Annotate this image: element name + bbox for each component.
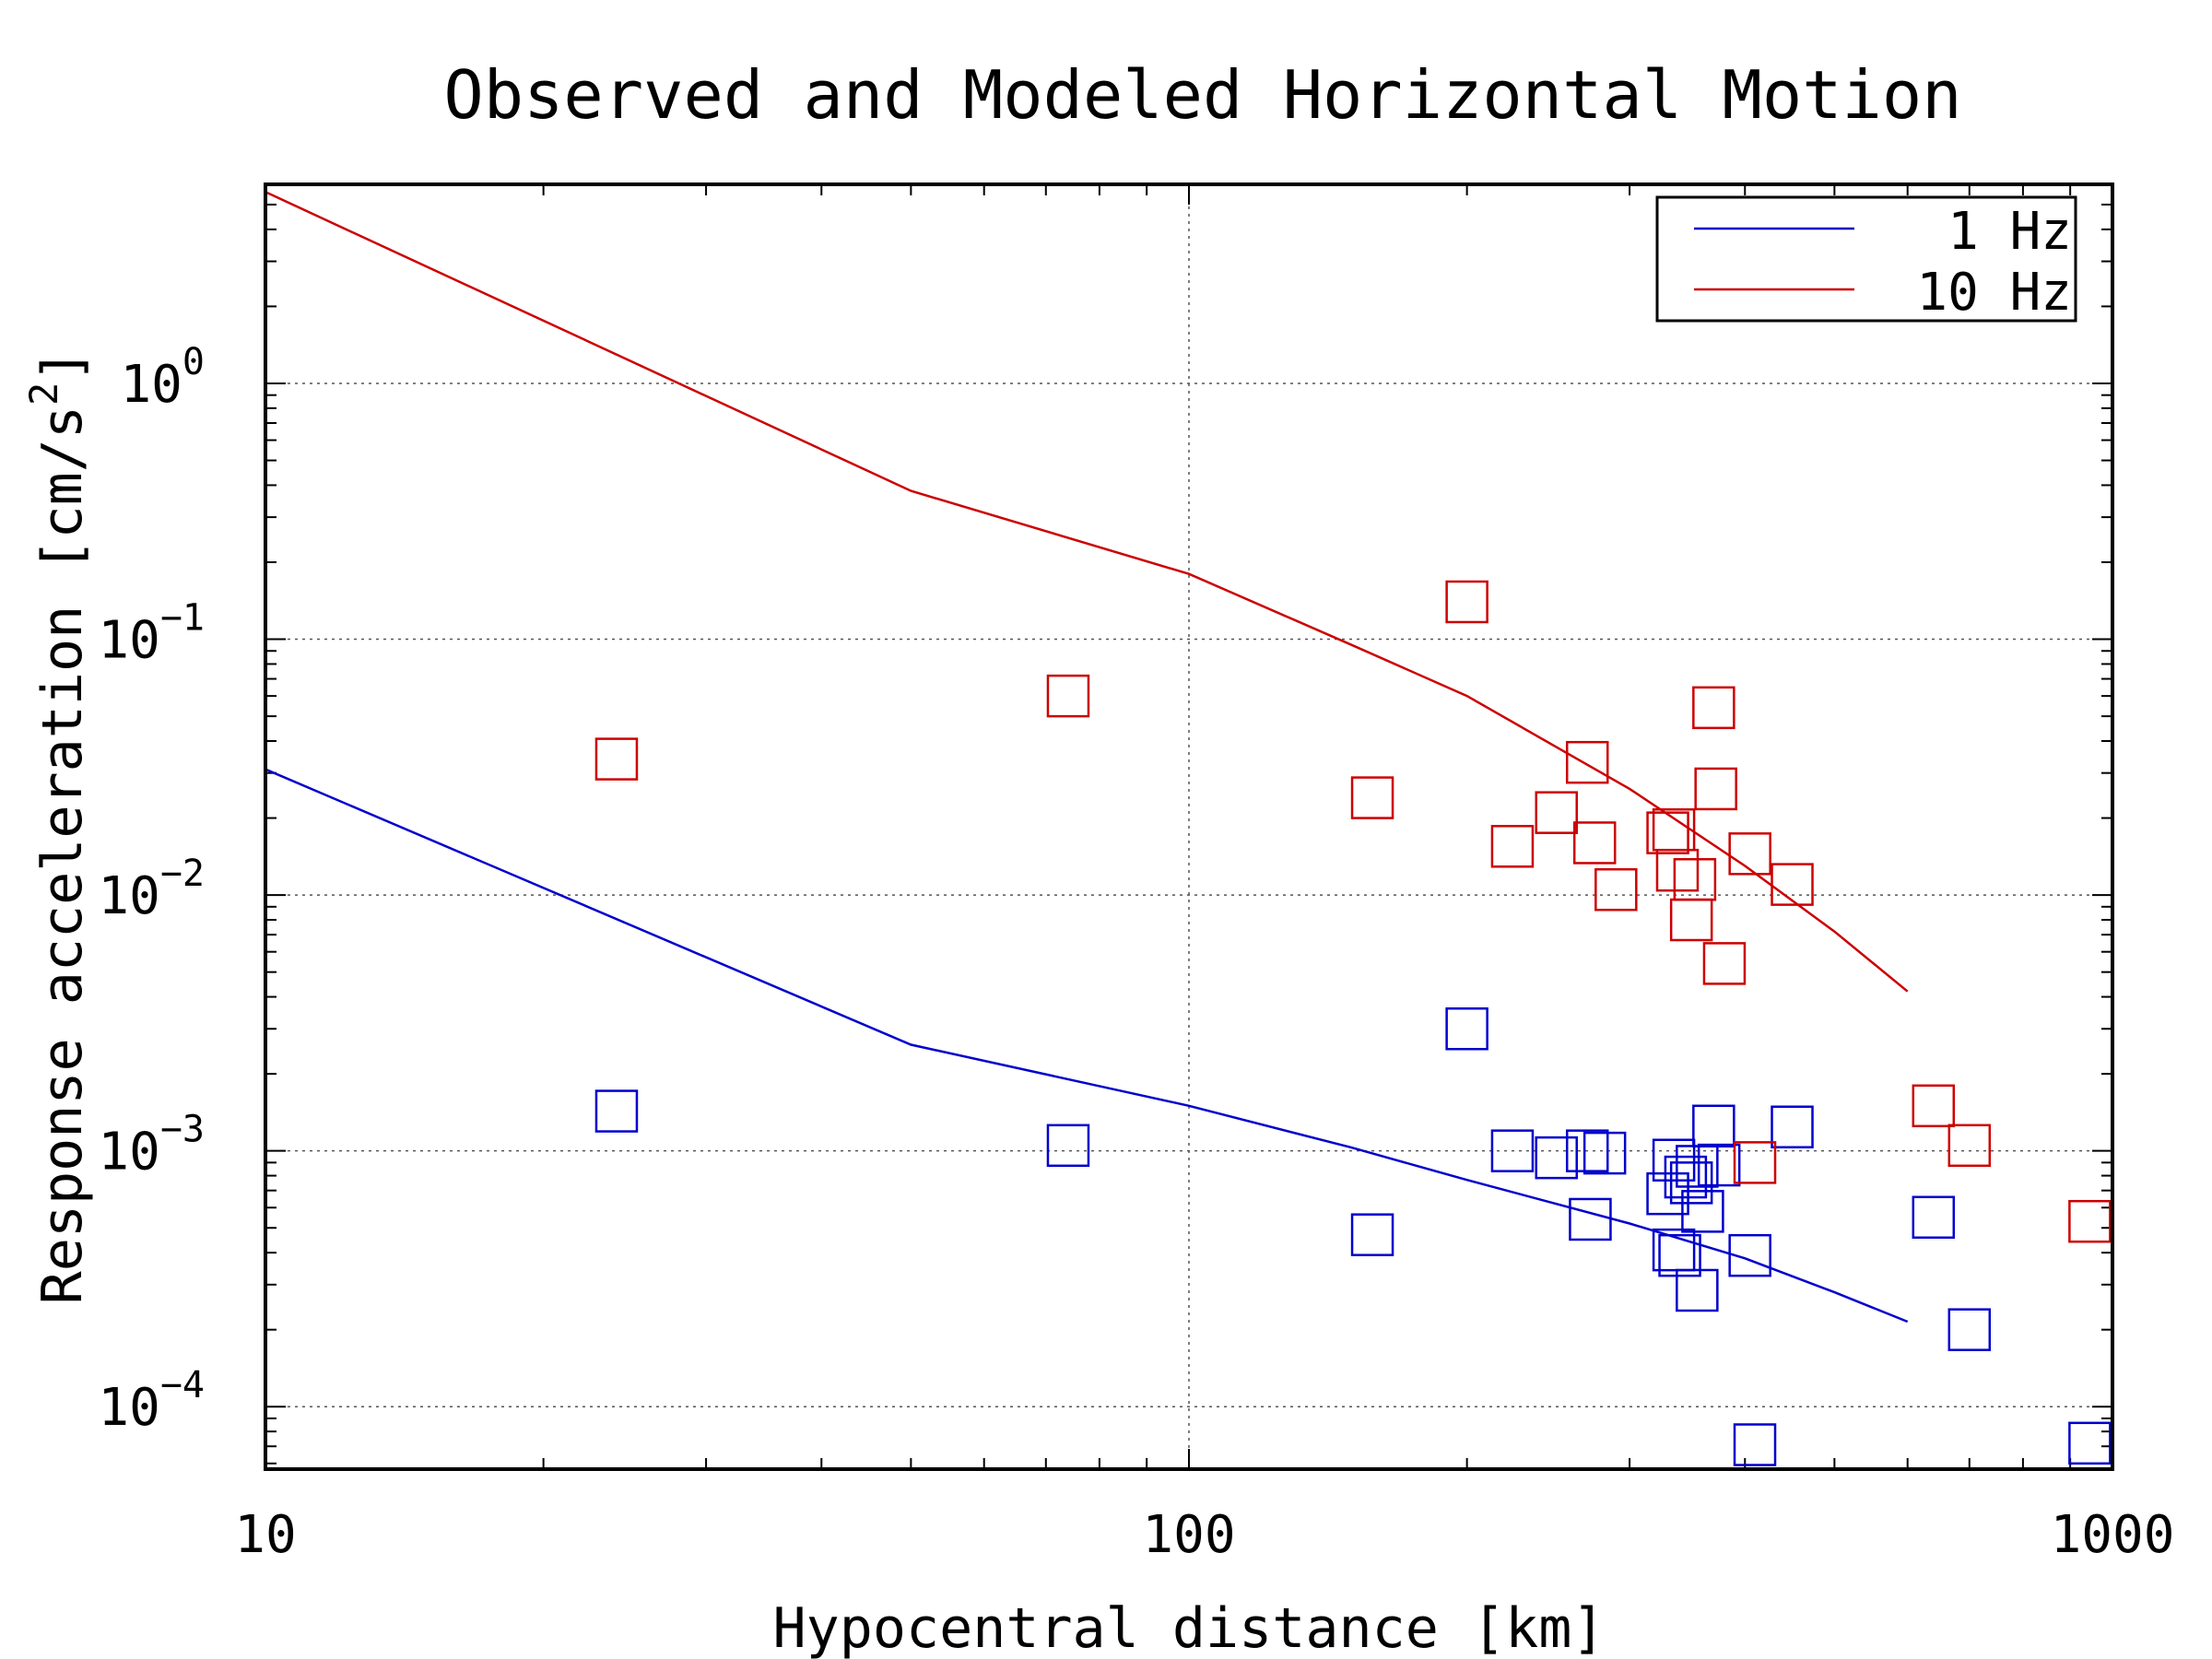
- y-tick-label-exponent: −3: [160, 1109, 205, 1151]
- x-tick-label: 1000: [2051, 1505, 2175, 1565]
- plot-area: [265, 191, 2112, 1466]
- observed-point-1hz: [1445, 1006, 1488, 1051]
- observed-point-1hz: [1652, 1138, 1696, 1182]
- y-tick-label: 100: [120, 341, 205, 415]
- y-tick-label: 10−4: [98, 1364, 205, 1438]
- observed-point-1hz: [1535, 1135, 1578, 1180]
- y-axis-label-close: ]: [30, 349, 95, 382]
- observed-point-10hz: [1572, 821, 1617, 865]
- observed-point-10hz: [1947, 1124, 1992, 1168]
- observed-point-10hz: [1692, 686, 1735, 730]
- observed-point-1hz: [1728, 1233, 1771, 1277]
- observed-point-10hz: [1694, 767, 1737, 811]
- y-tick-label-base: 10: [98, 611, 159, 671]
- observed-point-10hz: [1445, 580, 1488, 624]
- observed-point-10hz: [1673, 858, 1717, 901]
- observed-point-10hz: [1912, 1084, 1956, 1128]
- observed-point-1hz: [1771, 1105, 1814, 1148]
- legend: 1 Hz 10 Hz: [1655, 195, 2077, 323]
- chart-title: Observed and Modeled Horizontal Motion: [443, 56, 1961, 134]
- observed-point-1hz: [1046, 1124, 1090, 1168]
- observed-point-1hz: [1569, 1197, 1612, 1241]
- observed-point-10hz: [1702, 942, 1747, 985]
- observed-point-1hz: [1658, 1233, 1701, 1277]
- x-tick-label: 10: [234, 1505, 296, 1565]
- y-tick-label-base: 10: [98, 866, 159, 926]
- y-axis-label: Response acceleration [cm/s2]: [21, 349, 95, 1305]
- observed-point-10hz: [1535, 791, 1578, 834]
- observed-point-1hz: [1692, 1104, 1735, 1148]
- observed-point-1hz: [1669, 1161, 1713, 1205]
- observed-point-10hz: [2068, 1199, 2112, 1243]
- observed-point-1hz: [1681, 1190, 1724, 1233]
- x-tick-label: 100: [1142, 1505, 1235, 1565]
- y-tick-label: 10−3: [98, 1109, 205, 1182]
- y-tick-label-exponent: −2: [160, 853, 205, 895]
- x-axis-label: Hypocentral distance [km]: [772, 1596, 1605, 1659]
- observed-point-10hz: [1728, 832, 1771, 876]
- observed-point-1hz: [1676, 1268, 1719, 1312]
- observed-point-1hz: [1947, 1308, 1992, 1351]
- observed-point-10hz: [1733, 1141, 1777, 1184]
- observed-point-10hz: [1771, 863, 1814, 906]
- observed-point-1hz: [1565, 1129, 1609, 1172]
- observed-point-1hz: [1652, 1228, 1696, 1272]
- observed-point-10hz: [594, 737, 639, 781]
- observed-point-1hz: [1733, 1423, 1777, 1466]
- legend-label-1hz: 1 Hz: [1947, 202, 2072, 262]
- y-tick-label-base: 10: [120, 355, 182, 415]
- plot-frame: [264, 182, 2114, 1471]
- y-tick-label-exponent: −1: [160, 597, 205, 640]
- observed-point-10hz: [1594, 867, 1638, 912]
- y-tick-label-exponent: −4: [160, 1364, 205, 1406]
- legend-label-10hz: 10 Hz: [1916, 263, 2072, 323]
- y-axis-label-superscript: 2: [21, 382, 66, 406]
- model-line-1hz: [265, 768, 1909, 1324]
- observed-point-10hz: [1490, 825, 1535, 868]
- observed-point-1hz: [2068, 1421, 2112, 1465]
- observed-point-1hz: [1490, 1129, 1535, 1172]
- y-axis-label-main: Response acceleration [cm/s: [30, 406, 95, 1304]
- observed-point-10hz: [1646, 811, 1689, 854]
- observed-point-10hz: [1350, 776, 1394, 819]
- observed-point-10hz: [1046, 674, 1090, 718]
- observed-point-1hz: [1664, 1155, 1708, 1199]
- observed-point-10hz: [1565, 740, 1609, 784]
- observed-point-1hz: [1912, 1195, 1956, 1239]
- y-tick-label: 10−2: [98, 853, 205, 926]
- model-line-10hz: [265, 191, 1909, 993]
- y-tick-label-base: 10: [98, 1123, 159, 1182]
- observed-point-10hz: [1655, 848, 1700, 892]
- y-tick-label-exponent: 0: [182, 341, 205, 383]
- y-tick-label: 10−1: [98, 597, 205, 671]
- observed-point-1hz: [594, 1089, 639, 1133]
- observed-point-1hz: [1350, 1213, 1394, 1256]
- y-tick-label-base: 10: [98, 1378, 159, 1438]
- grid: [265, 184, 2112, 1469]
- observed-point-1hz: [1646, 1171, 1689, 1216]
- observed-point-1hz: [1583, 1131, 1627, 1175]
- observed-point-1hz: [1697, 1143, 1741, 1187]
- legend-box: [1655, 195, 2077, 323]
